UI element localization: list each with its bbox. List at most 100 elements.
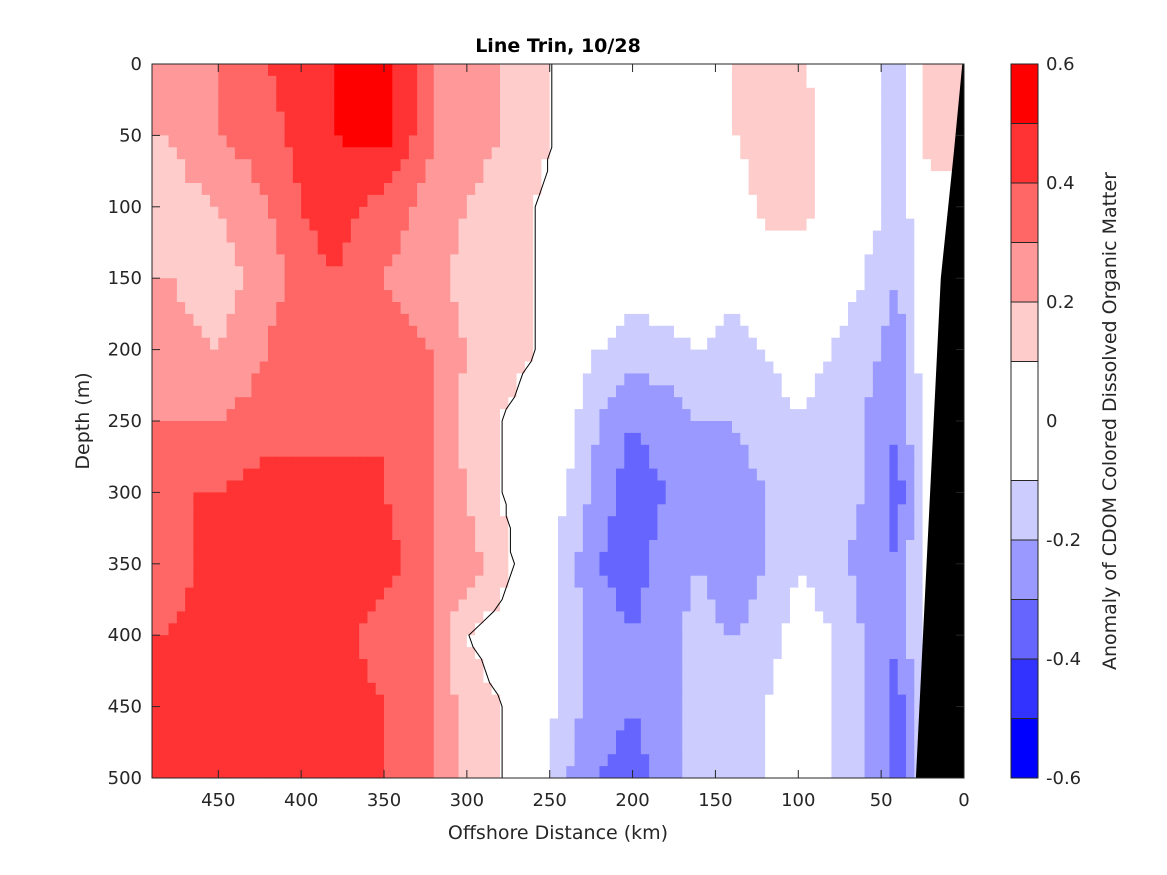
contour-cell [790,290,799,303]
contour-cell [806,111,816,125]
contour-cell [831,623,841,636]
contour-cell [334,623,344,636]
contour-cell [624,504,634,517]
contour-cell [632,159,642,172]
contour-cell [400,563,410,577]
contour-cell [723,421,733,434]
contour-cell [408,218,418,232]
contour-cell [309,551,319,565]
contour-cell [856,575,866,589]
contour-cell [185,147,195,160]
contour-cell [674,611,683,624]
contour-cell [334,468,344,482]
contour-cell [624,409,634,422]
contour-cell [856,456,866,470]
contour-cell [740,230,750,244]
contour-cell [259,75,269,89]
contour-cell [408,421,418,434]
contour-cell [342,337,352,351]
contour-cell [574,290,584,303]
contour-cell [458,278,468,291]
contour-cell [210,444,219,458]
contour-cell [889,540,899,553]
contour-cell [458,361,468,374]
contour-cell [342,99,352,113]
contour-cell [773,87,783,101]
contour-cell [359,397,369,410]
contour-cell [831,480,841,493]
contour-cell [582,266,592,279]
contour-cell [359,361,369,374]
contour-cell [682,456,692,470]
contour-cell [715,171,725,184]
contour-cell [674,123,683,136]
contour-cell [814,528,824,541]
contour-cell [690,563,700,577]
contour-cell [326,409,335,422]
contour-cell [831,159,841,172]
contour-cell [317,456,327,470]
contour-cell [483,373,493,386]
contour-cell [773,421,783,434]
contour-cell [549,313,559,327]
contour-cell [508,349,518,363]
contour-cell [475,647,485,660]
contour-cell [185,75,195,89]
contour-cell [715,349,725,363]
contour-cell [268,313,277,327]
contour-cell [375,611,385,624]
contour-cell [168,432,178,446]
contour-cell [732,254,741,267]
contour-cell [185,432,195,446]
contour-cell [914,361,924,374]
contour-cell [350,147,360,160]
contour-cell [682,361,692,374]
contour-cell [715,64,725,77]
contour-cell [674,206,683,220]
contour-cell [831,373,841,386]
contour-cell [483,397,493,410]
contour-cell [384,587,393,601]
contour-cell [872,99,882,113]
contour-cell [185,183,195,196]
contour-cell [665,254,675,267]
contour-cell [334,635,344,648]
contour-cell [210,194,219,208]
contour-cell [674,135,683,148]
contour-cell [442,99,451,113]
contour-cell [632,587,642,601]
contour-cell [168,325,178,339]
contour-cell [682,528,692,541]
contour-cell [914,99,924,113]
contour-cell [872,516,882,529]
contour-cell [342,361,352,374]
contour-cell [640,313,650,327]
contour-cell [342,290,352,303]
contour-cell [524,611,534,624]
contour-cell [889,278,899,291]
contour-cell [823,492,833,505]
contour-cell [475,325,485,339]
contour-cell [367,325,377,339]
contour-cell [243,504,253,517]
contour-cell [508,278,518,291]
contour-cell [939,159,949,172]
contour-cell [649,313,659,327]
contour-cell [806,75,816,89]
contour-cell [798,587,808,601]
contour-cell [665,575,675,589]
contour-cell [889,313,899,327]
contour-cell [193,599,203,612]
contour-cell [790,325,799,339]
contour-cell [922,75,932,89]
contour-cell [665,587,675,601]
contour-cell [168,302,178,315]
contour-cell [500,159,509,172]
contour-cell [790,551,799,565]
contour-cell [392,587,402,601]
contour-cell [284,480,294,493]
contour-cell [193,623,203,636]
contour-cell [740,480,750,493]
contour-cell [226,266,236,279]
contour-cell [508,123,518,136]
